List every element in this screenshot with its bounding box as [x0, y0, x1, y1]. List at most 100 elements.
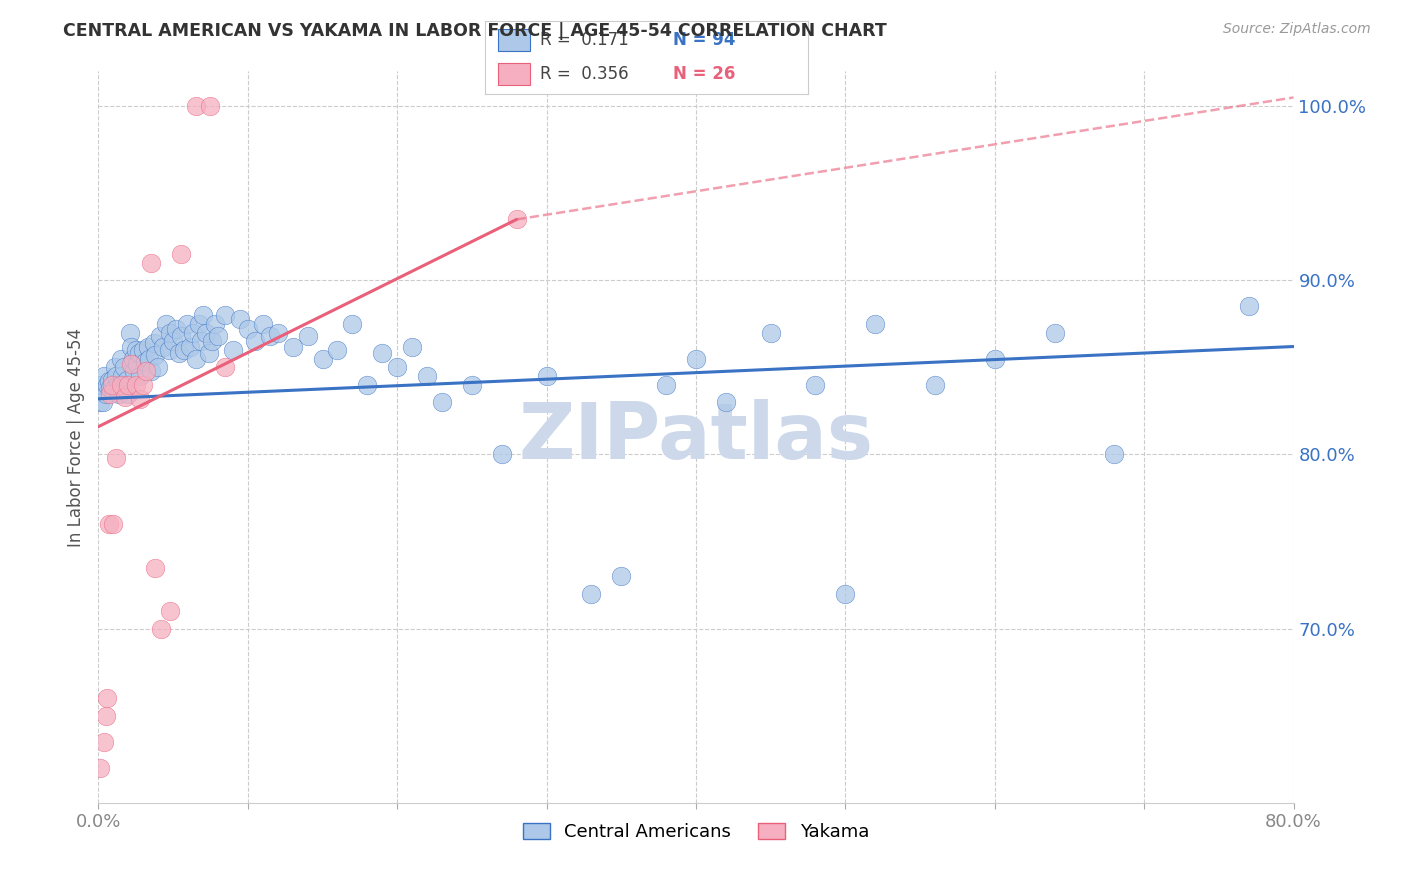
Point — [865, 317, 887, 331]
Text: ZIPatlas: ZIPatlas — [519, 399, 873, 475]
Point — [311, 351, 333, 366]
Point — [121, 351, 143, 366]
Point — [229, 311, 252, 326]
Point — [179, 339, 201, 353]
Point — [103, 517, 125, 532]
Text: N = 94: N = 94 — [672, 31, 735, 49]
Point — [138, 351, 160, 366]
Point — [610, 569, 633, 583]
Point — [201, 334, 224, 349]
Point — [491, 448, 513, 462]
Point — [108, 386, 131, 401]
Point — [685, 351, 707, 366]
Point — [207, 329, 229, 343]
Point — [356, 377, 378, 392]
Point — [198, 346, 221, 360]
Point — [416, 369, 439, 384]
Point — [110, 377, 132, 392]
Point — [169, 247, 191, 261]
Point — [132, 343, 155, 357]
Point — [98, 386, 122, 401]
Point — [1104, 448, 1126, 462]
Point — [148, 360, 170, 375]
Bar — [498, 63, 530, 85]
Point — [506, 212, 529, 227]
Point — [127, 357, 149, 371]
Point — [128, 346, 150, 360]
Point — [1043, 326, 1066, 340]
Point — [117, 377, 139, 392]
Point — [89, 395, 111, 409]
Point — [89, 761, 111, 775]
Point — [134, 355, 156, 369]
Point — [111, 369, 134, 384]
Point — [204, 317, 226, 331]
Point — [371, 346, 394, 360]
Point — [132, 377, 155, 392]
Point — [142, 336, 165, 351]
Point — [94, 386, 117, 401]
Point — [342, 317, 364, 331]
Point — [222, 343, 245, 357]
Point — [191, 308, 214, 322]
Point — [98, 381, 122, 395]
Text: Source: ZipAtlas.com: Source: ZipAtlas.com — [1223, 22, 1371, 37]
Point — [259, 329, 281, 343]
Point — [94, 708, 117, 723]
Point — [129, 369, 152, 384]
Point — [214, 308, 236, 322]
Point — [101, 377, 124, 392]
Point — [461, 377, 484, 392]
Point — [96, 691, 118, 706]
Point — [107, 377, 129, 392]
Point — [214, 360, 236, 375]
Point — [139, 256, 162, 270]
Point — [105, 369, 128, 384]
Point — [152, 339, 174, 353]
Point — [91, 395, 114, 409]
Point — [96, 377, 118, 392]
Point — [297, 329, 319, 343]
Text: R =  0.171: R = 0.171 — [540, 31, 628, 49]
Point — [114, 377, 136, 392]
Point — [118, 326, 141, 340]
Point — [162, 334, 184, 349]
Point — [267, 326, 290, 340]
Point — [834, 587, 856, 601]
Legend: Central Americans, Yakama: Central Americans, Yakama — [516, 816, 876, 848]
Point — [159, 326, 181, 340]
Point — [115, 373, 138, 387]
Point — [125, 377, 148, 392]
Point — [93, 369, 115, 384]
Point — [117, 386, 139, 401]
Point — [135, 364, 157, 378]
Point — [536, 369, 558, 384]
Point — [136, 339, 159, 353]
Point — [129, 392, 152, 406]
Point — [655, 377, 678, 392]
Text: CENTRAL AMERICAN VS YAKAMA IN LABOR FORCE | AGE 45-54 CORRELATION CHART: CENTRAL AMERICAN VS YAKAMA IN LABOR FORC… — [63, 22, 887, 40]
Point — [184, 99, 207, 113]
Point — [110, 351, 132, 366]
Point — [184, 351, 207, 366]
Point — [120, 357, 142, 371]
Point — [1237, 300, 1260, 314]
Point — [714, 395, 737, 409]
Point — [104, 360, 127, 375]
Point — [187, 317, 209, 331]
Point — [581, 587, 603, 601]
Point — [200, 99, 222, 113]
Point — [759, 326, 782, 340]
Point — [326, 343, 349, 357]
Point — [804, 377, 827, 392]
Point — [281, 339, 304, 353]
Point — [105, 450, 128, 465]
Point — [159, 604, 181, 618]
Point — [195, 326, 218, 340]
Point — [101, 373, 124, 387]
Point — [169, 329, 191, 343]
Point — [924, 377, 946, 392]
Point — [165, 322, 187, 336]
Point — [155, 317, 177, 331]
Text: N = 26: N = 26 — [672, 65, 735, 83]
